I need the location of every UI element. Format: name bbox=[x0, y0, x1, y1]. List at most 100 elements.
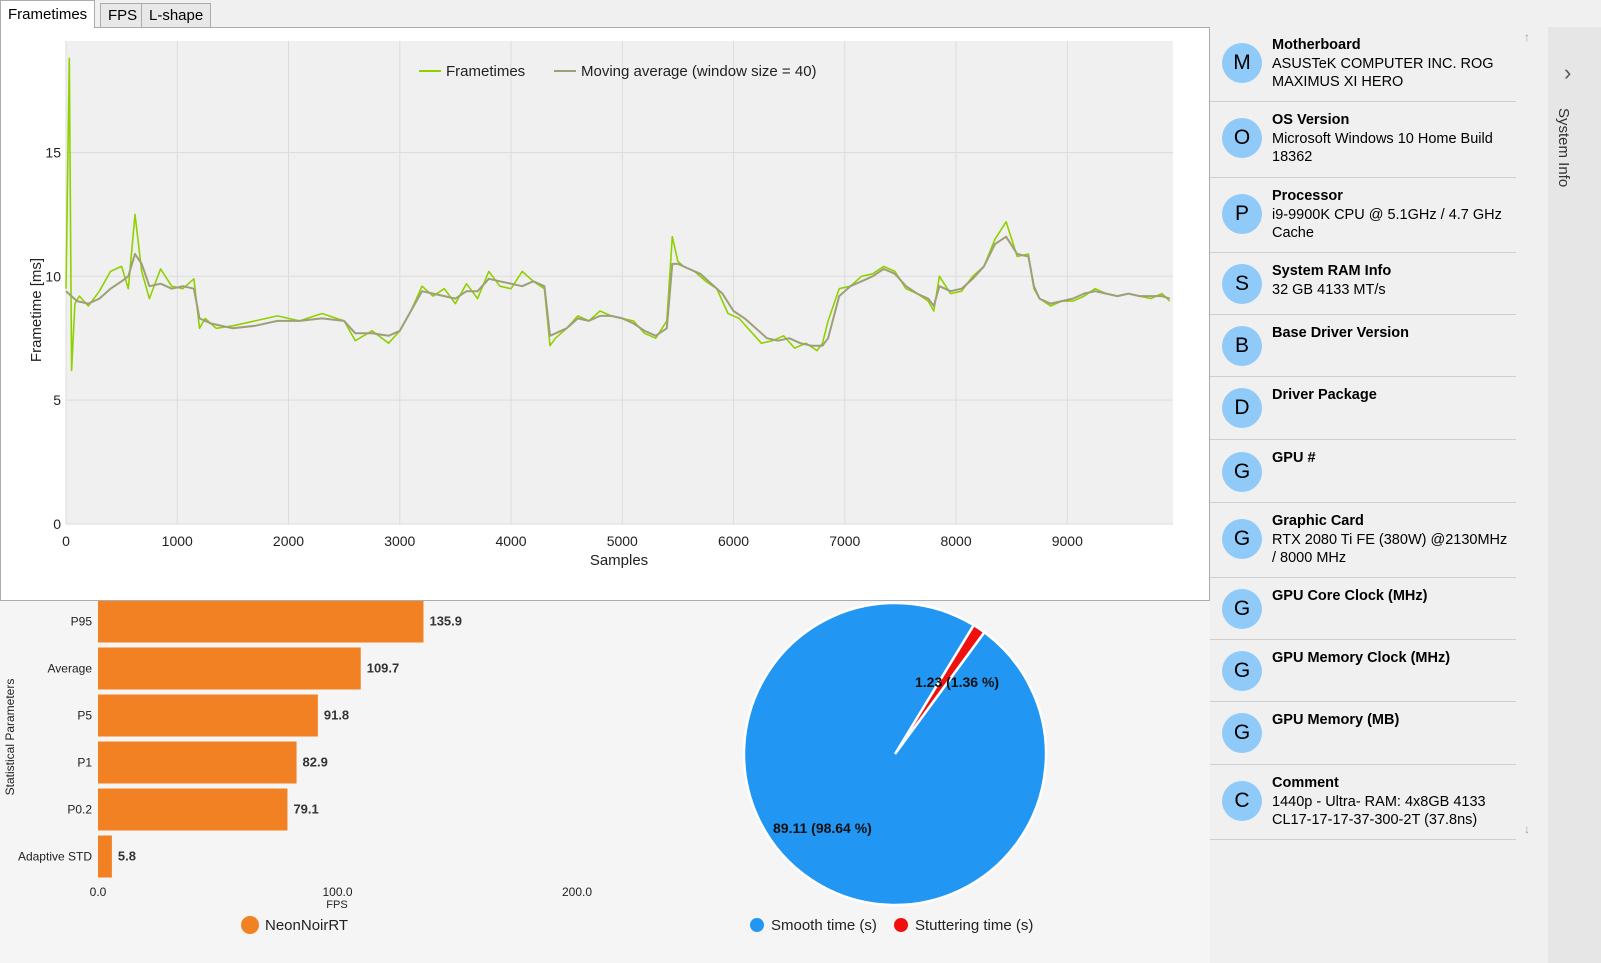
avatar: S bbox=[1222, 264, 1262, 304]
info-title: Driver Package bbox=[1272, 387, 1377, 403]
legend-moving-average: Moving average (window size = 40) bbox=[581, 63, 817, 80]
bar-p1 bbox=[98, 741, 297, 784]
info-title: OS Version bbox=[1272, 112, 1350, 128]
bar-p5 bbox=[98, 694, 318, 737]
bar-average bbox=[98, 647, 361, 690]
x-tick-label: 3000 bbox=[384, 533, 415, 549]
info-title: GPU # bbox=[1272, 450, 1316, 466]
info-title: Processor bbox=[1272, 188, 1343, 204]
avatar: C bbox=[1222, 781, 1262, 821]
x-tick-label: 4000 bbox=[495, 533, 526, 549]
statistics-panel: P95 135.9 Average 109.7 P5 91.8 P1 82.9 P0.2 79.1… bbox=[0, 601, 1210, 963]
pie-legend-stutter: Stuttering time (s) bbox=[915, 917, 1033, 934]
info-value: RTX 2080 Ti FE (380W) @2130MHz / 8000 MH… bbox=[1272, 532, 1508, 566]
y-tick-label: 15 bbox=[45, 144, 61, 160]
avatar: M bbox=[1222, 43, 1262, 83]
frametime-chart-panel: 0 1000 2000 3000 4000 5000 6000 7000 8000 9000 0 5 1… bbox=[0, 27, 1210, 601]
y-axis-label: Frametime [ms] bbox=[28, 258, 45, 362]
x-tick-label: 9000 bbox=[1052, 533, 1083, 549]
y-tick-label: 5 bbox=[53, 392, 61, 408]
bar-adaptive-std bbox=[98, 835, 112, 878]
tab-bar: Frametimes FPS L-shape bbox=[0, 0, 1210, 28]
bar-data-label: 82.9 bbox=[303, 755, 328, 770]
pie-legend-swatch-stutter bbox=[894, 918, 908, 932]
pie-label-stutter: 1.23 (1.36 %) bbox=[915, 674, 999, 690]
bar-data-label: 109.7 bbox=[367, 661, 400, 676]
info-title: Graphic Card bbox=[1272, 513, 1364, 529]
info-item-graphic-card[interactable]: G Graphic Card RTX 2080 Ti FE (380W) @21… bbox=[1210, 503, 1516, 578]
bar-p0-2 bbox=[98, 788, 288, 831]
info-title: System RAM Info bbox=[1272, 263, 1392, 279]
tab-fps[interactable]: FPS bbox=[100, 3, 146, 27]
info-value: 32 GB 4133 MT/s bbox=[1272, 282, 1386, 298]
info-item-processor[interactable]: P Processor i9-9900K CPU @ 5.1GHz / 4.7 … bbox=[1210, 178, 1516, 253]
bar-category-label: Adaptive STD bbox=[18, 850, 92, 864]
info-value: ASUSTeK COMPUTER INC. ROG MAXIMUS XI HER… bbox=[1272, 56, 1494, 90]
pie-legend-smooth: Smooth time (s) bbox=[771, 917, 877, 934]
bar-data-label: 5.8 bbox=[118, 849, 136, 864]
x-tick-label: 2000 bbox=[273, 533, 304, 549]
series-frametimes-line bbox=[65, 57, 1171, 372]
pie-slice-smooth bbox=[742, 601, 1048, 907]
info-item-os-version[interactable]: O OS Version Microsoft Windows 10 Home B… bbox=[1210, 102, 1516, 178]
x-tick-label: 5000 bbox=[607, 533, 638, 549]
legend-frametimes: Frametimes bbox=[446, 63, 525, 80]
info-title: GPU Memory (MB) bbox=[1272, 712, 1400, 728]
scroll-down-arrow-icon[interactable]: ↓ bbox=[1524, 822, 1530, 836]
bar-category-label: P1 bbox=[77, 756, 92, 770]
x-tick-label: 7000 bbox=[829, 533, 860, 549]
chevron-right-icon[interactable]: › bbox=[1564, 60, 1572, 85]
info-item-gpu-core-clock[interactable]: G GPU Core Clock (MHz) bbox=[1210, 578, 1516, 640]
system-info-side-tab[interactable] bbox=[1548, 27, 1601, 963]
statistics-bar-chart: P95 135.9 Average 109.7 P5 91.8 P1 82.9 P0.2 79.1… bbox=[3, 601, 592, 934]
system-info-list[interactable]: M Motherboard ASUSTeK COMPUTER INC. ROG … bbox=[1210, 27, 1516, 963]
bar-x-axis-label: FPS bbox=[326, 899, 347, 911]
series-moving-average-line bbox=[65, 235, 1171, 347]
info-item-gpu-memory-clock[interactable]: G GPU Memory Clock (MHz) bbox=[1210, 640, 1516, 702]
tab-l-shape[interactable]: L-shape bbox=[141, 3, 212, 27]
info-item-gpu-number[interactable]: G GPU # bbox=[1210, 440, 1516, 503]
info-item-driver-package[interactable]: D Driver Package bbox=[1210, 377, 1516, 440]
bar-legend-swatch bbox=[241, 916, 259, 934]
avatar: G bbox=[1222, 651, 1262, 691]
info-title: Motherboard bbox=[1272, 37, 1361, 53]
x-tick-label: 6000 bbox=[718, 533, 749, 549]
info-item-system-ram[interactable]: S System RAM Info 32 GB 4133 MT/s bbox=[1210, 253, 1516, 315]
avatar: D bbox=[1222, 388, 1262, 428]
avatar: G bbox=[1222, 452, 1262, 492]
bar-data-label: 91.8 bbox=[324, 708, 349, 723]
x-tick-label: 0 bbox=[62, 533, 70, 549]
info-item-motherboard[interactable]: M Motherboard ASUSTeK COMPUTER INC. ROG … bbox=[1210, 27, 1516, 102]
info-item-comment[interactable]: C Comment 1440p - Ultra- RAM: 4x8GB 4133… bbox=[1210, 765, 1516, 840]
bar-x-tick-label: 100.0 bbox=[322, 885, 352, 899]
bar-category-label: P95 bbox=[71, 615, 93, 629]
bar-legend-neonnoirrt: NeonNoirRT bbox=[265, 917, 348, 934]
bar-category-label: Average bbox=[48, 662, 93, 676]
pie-legend-swatch-smooth bbox=[750, 918, 764, 932]
avatar: G bbox=[1222, 713, 1262, 753]
bar-x-tick-label: 0.0 bbox=[90, 885, 107, 899]
stutter-pie-chart: 89.11 (98.64 %) 1.23 (1.36 %) Smooth tim… bbox=[742, 601, 1048, 934]
bar-data-label: 79.1 bbox=[293, 802, 318, 817]
x-tick-label: 1000 bbox=[162, 533, 193, 549]
info-item-gpu-memory[interactable]: G GPU Memory (MB) bbox=[1210, 702, 1516, 765]
tab-frametimes[interactable]: Frametimes bbox=[0, 0, 96, 28]
pie-label-smooth: 89.11 (98.64 %) bbox=[773, 820, 872, 836]
avatar: P bbox=[1222, 194, 1262, 234]
y-tick-label: 10 bbox=[45, 268, 61, 284]
bar-y-axis-label: Statistical Parameters bbox=[3, 679, 17, 796]
bar-data-label: 135.9 bbox=[429, 614, 462, 629]
bar-x-tick-label: 200.0 bbox=[562, 885, 592, 899]
y-tick-label: 0 bbox=[53, 516, 61, 532]
info-title: GPU Core Clock (MHz) bbox=[1272, 588, 1428, 604]
avatar: G bbox=[1222, 519, 1262, 559]
info-item-base-driver-version[interactable]: B Base Driver Version bbox=[1210, 315, 1516, 377]
scroll-up-arrow-icon[interactable]: ↑ bbox=[1524, 30, 1530, 44]
x-tick-label: 8000 bbox=[940, 533, 971, 549]
system-info-tab-label[interactable]: System Info bbox=[1555, 108, 1572, 188]
plot-area bbox=[66, 41, 1173, 524]
bar-category-label: P0.2 bbox=[67, 803, 92, 817]
info-value: Microsoft Windows 10 Home Build 18362 bbox=[1272, 131, 1493, 165]
bar-p95 bbox=[98, 601, 424, 643]
avatar: O bbox=[1222, 118, 1262, 158]
